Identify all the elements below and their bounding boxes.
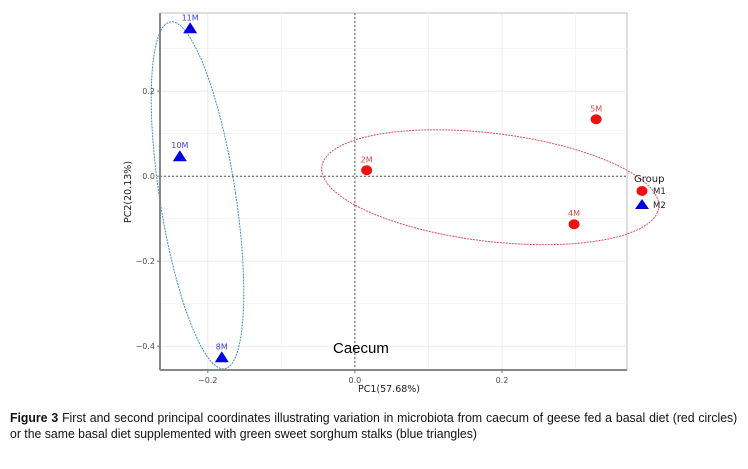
caption-text: First and second principal coordinates i… — [10, 410, 738, 441]
reference-lines — [160, 13, 627, 370]
point-label-5m: 5M — [590, 104, 602, 113]
legend-label-m2: M2 — [653, 201, 666, 211]
grid — [159, 12, 628, 371]
point-4m — [568, 219, 580, 230]
y-axis-title: PC2(20.13%) — [123, 161, 134, 223]
x-tick-label: 0.0 — [349, 376, 362, 385]
legend-marker-m1 — [636, 186, 648, 196]
point-label-8m: 8M — [216, 342, 228, 351]
x-axis-title: PC1(57.68%) — [358, 384, 420, 395]
point-label-4m: 4M — [568, 209, 580, 218]
point-11m — [183, 22, 198, 34]
ellipse-m1 — [321, 129, 660, 246]
legend-label-m1: M1 — [653, 187, 666, 197]
legend: Group M1 M2 — [634, 174, 666, 211]
point-label-10m: 10M — [171, 141, 188, 150]
legend-marker-m2 — [635, 199, 649, 209]
y-tick-label: 0.0 — [142, 172, 155, 181]
data-points: 2M 5M 4M 11M 10M 8M — [171, 13, 602, 363]
point-10m — [172, 150, 187, 162]
caption-label: Figure 3 — [10, 410, 59, 425]
plot-panel — [159, 12, 628, 371]
point-8m — [214, 351, 229, 363]
point-2m — [361, 165, 373, 176]
figure-caption: Figure 3 First and second principal coor… — [10, 410, 737, 442]
point-label-2m: 2M — [361, 155, 373, 164]
confidence-ellipses — [150, 21, 660, 370]
y-tick-label: 0.2 — [142, 87, 155, 96]
x-tick-label: −0.2 — [198, 376, 217, 385]
x-tick-label: 0.2 — [496, 376, 509, 385]
chart-annotation: Caecum — [333, 340, 389, 357]
legend-title: Group — [634, 174, 664, 185]
point-5m — [590, 114, 602, 125]
point-label-11m: 11M — [182, 13, 199, 22]
axes: −0.2 0.0 0.2 0.2 0.0 −0.2 −0.4 — [136, 13, 627, 385]
y-tick-label: −0.4 — [136, 342, 155, 351]
y-tick-label: −0.2 — [136, 257, 155, 266]
